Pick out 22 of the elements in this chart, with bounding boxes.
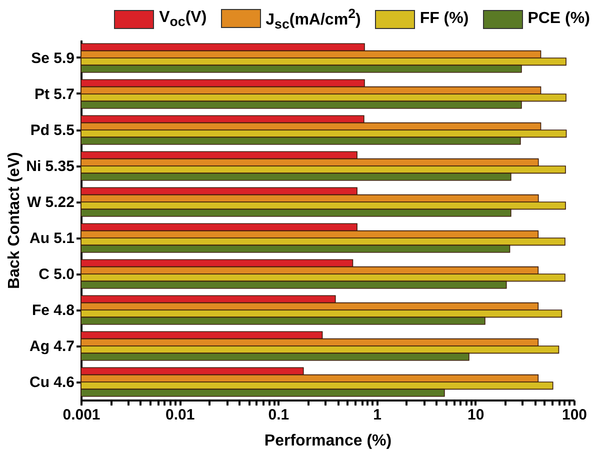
x-tick-label: 10 bbox=[468, 406, 484, 424]
y-tick-label: Cu 4.6 bbox=[29, 374, 74, 391]
y-tick-label: C 5.0 bbox=[38, 266, 74, 283]
x-tick-label: 1 bbox=[373, 406, 382, 424]
y-tick-label: Ag 4.7 bbox=[29, 338, 74, 355]
legend-label: FF (%) bbox=[420, 10, 469, 28]
legend-label: PCE (%) bbox=[528, 10, 590, 28]
y-tick-label: Au 5.1 bbox=[29, 230, 74, 247]
legend-label: V$_{oc}$(V) bbox=[159, 8, 207, 30]
y-tick-label: W 5.22 bbox=[26, 194, 74, 211]
y-tick-label: Fe 4.8 bbox=[32, 302, 74, 319]
x-tick-label: 0.001 bbox=[62, 406, 100, 424]
y-tick-label: Pt 5.7 bbox=[34, 86, 74, 103]
x-tick-label: 0.1 bbox=[268, 406, 290, 424]
legend-label: J$_{sc}$(mA/cm$^{2}$) bbox=[266, 6, 361, 32]
x-tick-label: 100 bbox=[562, 406, 588, 424]
y-tick-label: Ni 5.35 bbox=[26, 158, 74, 175]
x-tick-label: 0.01 bbox=[166, 406, 195, 424]
y-tick-label: Se 5.9 bbox=[31, 50, 74, 67]
x-axis-title: Performance (%) bbox=[264, 432, 392, 450]
y-tick-label: Pd 5.5 bbox=[30, 122, 74, 139]
y-axis-title: Back Contact (eV) bbox=[6, 152, 24, 289]
